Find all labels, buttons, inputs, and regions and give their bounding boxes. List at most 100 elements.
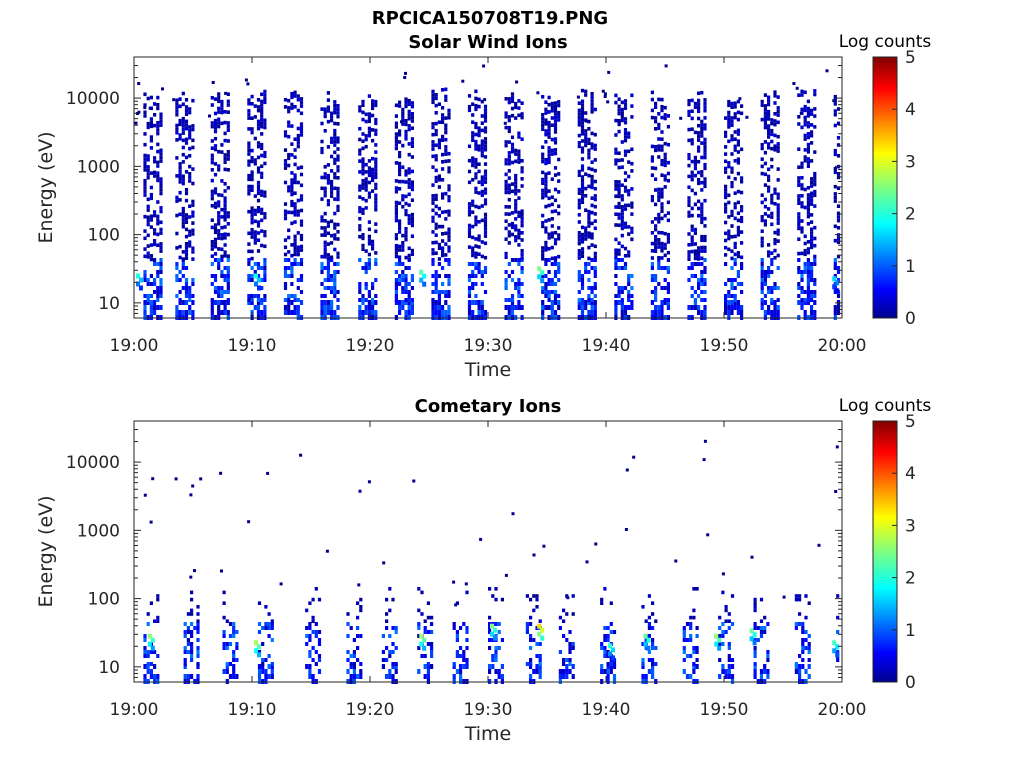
count-cell [260,278,264,282]
count-cell [702,458,706,462]
burst-cell [646,645,651,651]
count-cell [394,143,398,147]
count-cell [181,160,185,164]
count-cell [483,104,488,109]
count-cell [330,194,334,198]
count-cell [247,278,251,282]
count-cell [250,266,254,270]
count-cell [657,282,661,286]
count-cell [690,138,694,142]
count-cell [641,664,645,669]
count-cell [650,108,654,113]
count-cell [810,227,814,232]
count-cell [225,642,229,646]
count-cell [753,662,757,666]
count-cell [663,105,667,110]
count-cell [733,286,737,290]
count-cell [260,146,264,151]
count-cell [420,612,424,616]
count-cell [833,102,837,106]
count-cell [623,171,628,175]
count-cell [296,180,300,185]
count-cell [557,103,561,108]
count-cell [654,145,658,149]
count-cell [718,634,722,638]
count-cell [483,129,488,134]
count-cell [256,123,261,127]
count-cell [455,650,459,654]
count-cell [800,194,804,198]
count-cell [797,212,801,216]
count-cell [434,240,438,245]
count-cell [434,143,438,147]
count-cell [580,298,585,302]
count-cell [763,626,767,630]
count-cell [798,654,802,658]
count-cell [650,173,654,177]
count-cell [550,217,554,221]
count-cell [514,235,518,239]
count-cell [803,310,807,315]
count-cell [690,262,694,266]
count-cell [697,206,701,211]
count-cell [361,103,365,107]
count-cell [806,247,810,251]
count-cell [258,121,262,125]
count-cell [760,164,764,169]
count-cell [256,206,261,210]
count-cell [497,622,501,626]
count-cell [700,173,704,178]
count-cell [700,282,704,286]
count-cell [263,161,267,166]
count-cell [577,300,581,305]
count-cell [620,298,624,302]
count-cell [267,654,271,658]
count-cell [718,626,722,630]
count-cell [283,305,288,310]
count-cell [250,278,254,282]
count-cell [544,286,548,290]
count-cell [333,197,337,201]
count-cell [323,305,327,310]
count-cell [480,128,484,133]
count-cell [156,124,160,129]
count-cell [584,208,588,212]
count-cell [226,121,230,125]
count-cell [308,634,312,638]
count-cell [538,674,542,679]
count-cell [776,221,780,225]
count-cell [471,250,475,254]
count-cell [766,622,770,626]
count-cell [404,137,408,141]
count-cell [593,294,597,298]
count-cell [213,111,218,116]
count-cell [352,654,356,658]
count-cell [437,290,441,294]
count-cell [178,136,182,141]
count-cell [813,310,817,315]
count-cell [504,97,508,101]
count-cell [223,254,227,258]
count-cell [593,219,597,223]
count-cell [371,310,375,315]
count-cell [471,138,475,142]
count-cell [514,148,518,153]
count-cell [261,626,265,630]
count-cell [810,108,814,113]
count-cell [191,294,195,298]
count-cell [296,198,300,203]
count-cell [538,654,542,658]
count-cell [361,110,365,115]
count-cell [296,305,300,310]
count-cell [657,198,661,202]
count-cell [520,137,524,141]
count-cell [156,290,160,294]
count-cell [149,520,153,524]
count-cell [263,305,267,310]
count-cell [374,175,378,180]
count-cell [590,146,594,150]
burst-cell [540,270,545,276]
count-cell [149,138,153,143]
count-cell [471,178,475,182]
count-cell [305,664,309,669]
